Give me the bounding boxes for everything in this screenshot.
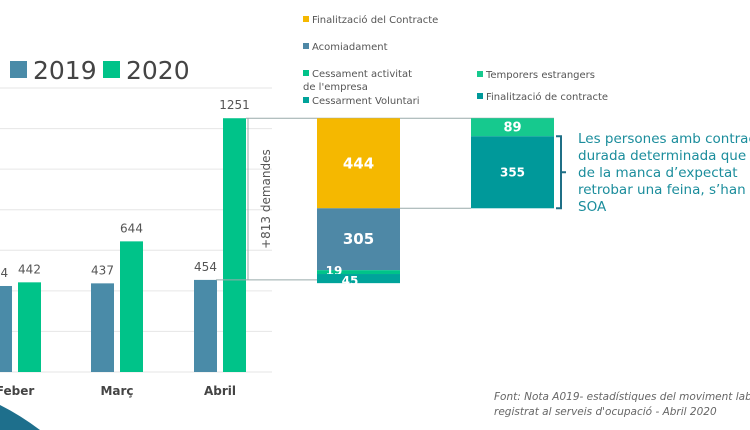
legend-swatch <box>10 61 27 78</box>
legend-label: Temporers estrangers <box>486 70 595 81</box>
data-label: 454 <box>194 260 217 274</box>
bar-2020-Abril <box>223 118 246 373</box>
legend-label: Cessarment Voluntari <box>312 96 420 107</box>
bar-2019-Feber <box>0 285 12 372</box>
bar-2020-Feber <box>18 282 41 372</box>
legend-voluntari: Cessarment Voluntari <box>303 95 420 108</box>
note-line: SOA <box>578 199 607 215</box>
legend-2020: 2020 <box>103 56 190 85</box>
note-line: Les persones amb contrac <box>578 131 750 147</box>
segment-label: 305 <box>343 230 374 248</box>
data-label: 442 <box>18 262 41 276</box>
segment-label: 45 <box>342 274 359 288</box>
bracket <box>556 135 566 210</box>
legend-label: Cessament activitat de l'empresa <box>303 69 413 93</box>
stack-segment <box>317 270 400 275</box>
source-line: Font: Nota A019- estadístiques del movim… <box>494 391 750 403</box>
legend-finalitzacio-de: Finalització de contracte <box>477 91 608 104</box>
data-label: 24 <box>0 266 8 280</box>
legend-swatch <box>103 61 120 78</box>
legend-label: Finalització de contracte <box>486 92 609 103</box>
category-label: Feber <box>0 384 34 398</box>
source-note: Font: Nota A019- estadístiques del movim… <box>494 390 750 420</box>
bar-2019-Abril <box>194 279 217 372</box>
note-text: Les persones amb contrac durada determin… <box>578 131 750 216</box>
stack-segment <box>317 208 400 271</box>
corner-decoration <box>0 405 40 430</box>
stack-segment <box>471 118 554 137</box>
legend-label: Acomiadament <box>312 42 388 53</box>
category-label: Abril <box>204 384 236 398</box>
data-label: 644 <box>120 221 143 235</box>
difference-annotation: +813 demandes <box>259 149 273 249</box>
bar-2019-Març <box>91 283 114 372</box>
legend-cessament: Cessament activitat de l'empresa <box>303 68 413 94</box>
legend-2019: 2019 <box>10 56 97 85</box>
segment-label: 89 <box>503 120 521 135</box>
legend-acomiadament: Acomiadament <box>303 41 388 54</box>
legend-finalitzacio: Finalització del Contracte <box>303 14 438 27</box>
stack-segment <box>317 118 400 209</box>
bar-2020-Març <box>120 241 143 372</box>
note-line: retrobar una feina, s’han in <box>578 182 750 198</box>
legend-temporers: Temporers estrangers <box>477 69 595 82</box>
source-line: registrat al serveis d'ocupació - Abril … <box>494 406 717 418</box>
stack-segment <box>471 136 554 209</box>
note-line: de la manca d’expectat <box>578 165 738 181</box>
legend-label: 2019 <box>33 56 97 85</box>
note-line: durada determinada que <box>578 148 747 164</box>
data-label: 1251 <box>219 98 250 112</box>
legend-label: 2020 <box>126 56 190 85</box>
legend-label: Finalització del Contracte <box>312 15 439 26</box>
segment-label: 355 <box>500 165 525 179</box>
segment-label: 444 <box>343 154 374 172</box>
stack-segment <box>317 274 400 284</box>
category-label: Març <box>100 384 133 398</box>
data-label: 437 <box>91 263 114 277</box>
